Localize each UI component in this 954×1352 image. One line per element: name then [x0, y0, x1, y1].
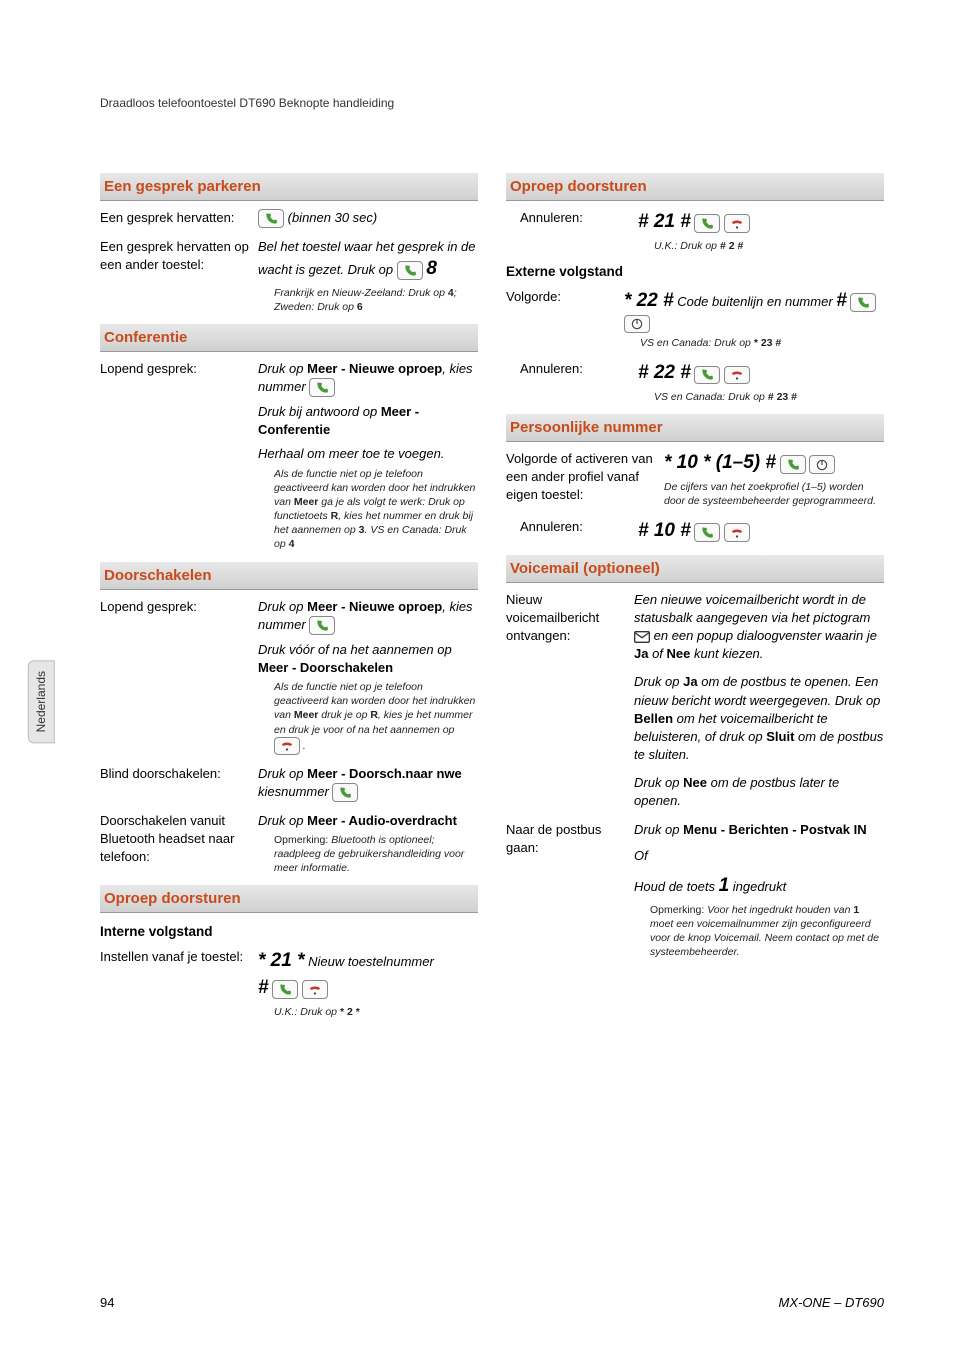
- section-title-personal: Persoonlijke nummer: [506, 414, 884, 442]
- call-key-icon: [309, 616, 335, 635]
- hash: #: [258, 977, 269, 998]
- note: De cijfers van het zoekprofiel (1–5) wor…: [664, 480, 884, 508]
- power-key-icon: [809, 455, 835, 474]
- key-code: # 10 #: [638, 520, 691, 541]
- message-icon: [634, 628, 650, 643]
- call-key-icon: [397, 261, 423, 280]
- value: Een nieuwe voicemailbericht wordt in de …: [634, 591, 884, 811]
- value: Druk op Meer - Nieuwe oproep, kies numme…: [258, 598, 478, 755]
- key-code: 8: [426, 258, 437, 279]
- key-code: * 22 #: [624, 290, 674, 311]
- value: Druk op Meer - Audio-overdracht Opmerkin…: [258, 812, 478, 876]
- text: Herhaal om meer toe te voegen.: [258, 445, 478, 463]
- right-column: Oproep doorsturen Annuleren: # 21 # U.K.…: [506, 167, 884, 1029]
- note: VS en Canada: Druk op # 23 #: [638, 390, 884, 404]
- subhead: Interne volgstand: [100, 923, 478, 942]
- label: Annuleren:: [520, 360, 630, 404]
- power-key-icon: [624, 315, 650, 334]
- label: Annuleren:: [520, 518, 630, 545]
- section-title-voicemail: Voicemail (optioneel): [506, 555, 884, 583]
- note: Frankrijk en Nieuw-Zeeland: Druk op 4; Z…: [258, 286, 478, 314]
- end-key-icon: [274, 737, 300, 755]
- note: VS en Canada: Druk op * 23 #: [624, 336, 884, 350]
- end-key-icon: [724, 214, 750, 233]
- value: Druk op Meer - Doorsch.naar nwe kiesnumm…: [258, 765, 478, 802]
- or: Of: [634, 847, 884, 865]
- label: Blind doorschakelen:: [100, 765, 250, 802]
- label: Doorschakelen vanuit Bluetooth headset n…: [100, 812, 250, 876]
- value: # 10 #: [638, 518, 884, 545]
- call-key-icon: [694, 366, 720, 385]
- note: U.K.: Druk op * 2 *: [258, 1005, 478, 1019]
- key-one: 1: [719, 875, 730, 896]
- end-key-icon: [302, 980, 328, 999]
- call-key-icon: [694, 214, 720, 233]
- value: Druk op Menu - Berichten - Postvak IN Of…: [634, 821, 884, 960]
- hash: #: [836, 290, 847, 311]
- subhead: Externe volgstand: [506, 263, 884, 282]
- footer: 94 MX-ONE – DT690: [100, 1294, 884, 1312]
- section-title-forward: Oproep doorsturen: [100, 885, 478, 913]
- key-code: * 10 * (1–5) #: [664, 452, 776, 473]
- key-code: # 21 #: [638, 211, 691, 232]
- suffix: (binnen 30 sec): [288, 210, 378, 225]
- call-key-icon: [850, 293, 876, 312]
- key-code: * 21 *: [258, 950, 304, 971]
- note: U.K.: Druk op # 2 #: [638, 239, 884, 253]
- label: Volgorde:: [506, 288, 616, 351]
- label: Een gesprek hervatten op een ander toest…: [100, 238, 250, 314]
- content-columns: Een gesprek parkeren Een gesprek hervatt…: [100, 167, 884, 1029]
- section-title-park: Een gesprek parkeren: [100, 173, 478, 201]
- key-code: # 22 #: [638, 362, 691, 383]
- call-key-icon: [258, 209, 284, 228]
- value: Druk op Meer - Nieuwe oproep, kies numme…: [258, 360, 478, 552]
- value: * 21 * Nieuw toestelnummer # U.K.: Druk …: [258, 948, 478, 1018]
- section-title-forward2: Oproep doorsturen: [506, 173, 884, 201]
- call-key-icon: [780, 455, 806, 474]
- value: * 22 # Code buitenlijn en nummer # VS en…: [624, 288, 884, 351]
- call-key-icon: [309, 378, 335, 397]
- left-column: Een gesprek parkeren Een gesprek hervatt…: [100, 167, 478, 1029]
- label: Volgorde of activeren van een ander prof…: [506, 450, 656, 508]
- label: Instellen vanaf je toestel:: [100, 948, 250, 1018]
- note: Opmerking: Voor het ingedrukt houden van…: [634, 903, 884, 960]
- label: Lopend gesprek:: [100, 360, 250, 552]
- value: (binnen 30 sec): [258, 209, 478, 228]
- section-title-transfer: Doorschakelen: [100, 562, 478, 590]
- page-number: 94: [100, 1294, 114, 1312]
- value: Bel het toestel waar het gesprek in de w…: [258, 238, 478, 314]
- value: # 22 # VS en Canada: Druk op # 23 #: [638, 360, 884, 404]
- label: Naar de postbus gaan:: [506, 821, 626, 960]
- note: Als de functie niet op je telefoon geact…: [258, 467, 478, 552]
- label: Nieuw voicemailbericht ontvangen:: [506, 591, 626, 811]
- model-name: MX-ONE – DT690: [779, 1294, 884, 1312]
- end-key-icon: [724, 523, 750, 542]
- value: * 10 * (1–5) # De cijfers van het zoekpr…: [664, 450, 884, 508]
- label: Lopend gesprek:: [100, 598, 250, 755]
- section-title-conf: Conferentie: [100, 324, 478, 352]
- call-key-icon: [332, 783, 358, 802]
- value: # 21 # U.K.: Druk op # 2 #: [638, 209, 884, 253]
- text: Bel het toestel waar het gesprek in de w…: [258, 239, 476, 277]
- note: Als de functie niet op je telefoon geact…: [258, 680, 478, 755]
- call-key-icon: [272, 980, 298, 999]
- end-key-icon: [724, 366, 750, 385]
- doc-title: Draadloos telefoontoestel DT690 Beknopte…: [100, 95, 394, 112]
- call-key-icon: [694, 523, 720, 542]
- note: Opmerking: Bluetooth is optioneel; raadp…: [258, 833, 478, 876]
- language-tab: Nederlands: [28, 660, 55, 743]
- label: Annuleren:: [520, 209, 630, 253]
- label: Een gesprek hervatten:: [100, 209, 250, 228]
